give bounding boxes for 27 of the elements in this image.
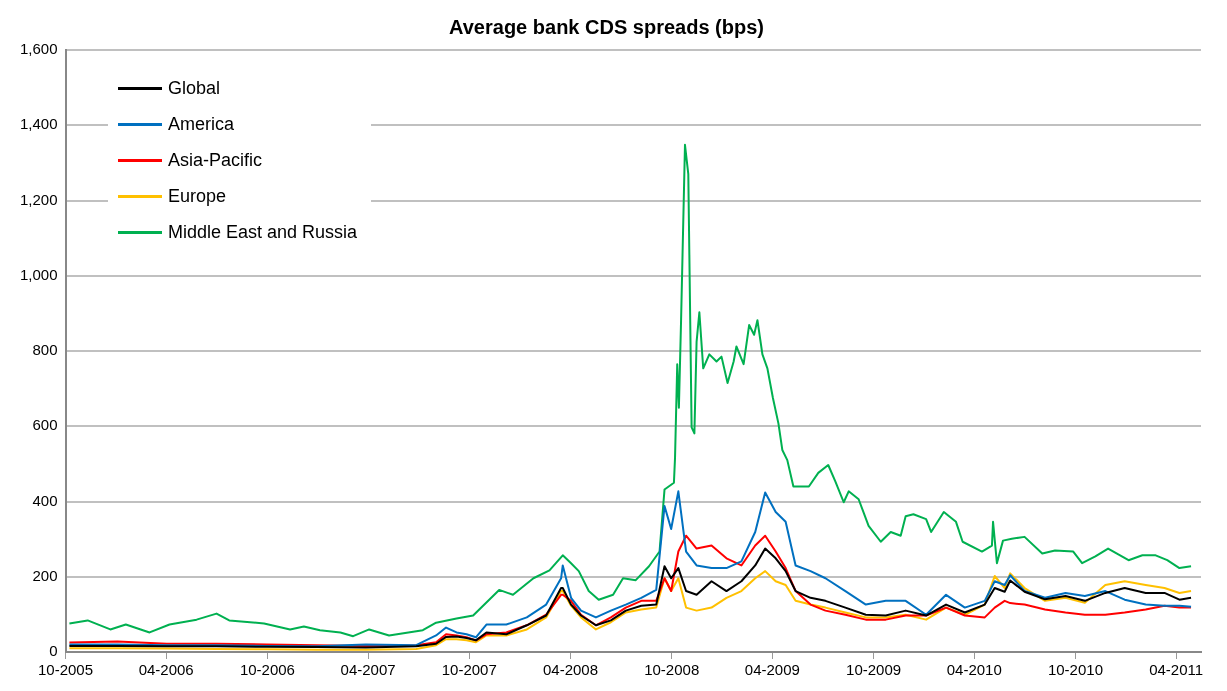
x-tick-label: 10-2007 xyxy=(441,661,497,679)
x-tick-label: 04-2009 xyxy=(744,661,800,679)
y-tick-label: 1,400 xyxy=(19,115,58,133)
legend-label: Middle East and Russia xyxy=(168,221,358,243)
y-tick-label: 400 xyxy=(32,491,58,509)
x-tick-label: 04-2011 xyxy=(1149,661,1204,679)
legend-label: Europe xyxy=(168,185,227,207)
y-tick-label: 1,000 xyxy=(19,265,58,283)
x-tick-label: 10-2009 xyxy=(846,661,902,679)
y-tick-label: 800 xyxy=(32,341,58,359)
chart-title: Average bank CDS spreads (bps) xyxy=(449,15,764,38)
legend-label: Asia-Pacific xyxy=(168,149,263,171)
legend-label: America xyxy=(168,113,235,135)
x-tick-label: 04-2007 xyxy=(340,661,396,679)
legend-label: Global xyxy=(168,77,221,99)
x-tick-label: 10-2010 xyxy=(1047,661,1103,679)
y-tick-label: 0 xyxy=(49,642,58,660)
y-tick-label: 1,200 xyxy=(19,190,58,208)
x-tick-label: 10-2006 xyxy=(239,661,295,679)
y-tick-label: 600 xyxy=(32,416,58,434)
y-tick-label: 1,600 xyxy=(19,40,58,58)
x-tick-label: 10-2008 xyxy=(644,661,700,679)
x-tick-label: 10-2005 xyxy=(38,661,94,679)
y-tick-label: 200 xyxy=(32,566,58,584)
x-tick-label: 04-2008 xyxy=(542,661,599,679)
x-tick-label: 04-2010 xyxy=(946,661,1002,679)
x-tick-label: 04-2006 xyxy=(138,661,194,679)
